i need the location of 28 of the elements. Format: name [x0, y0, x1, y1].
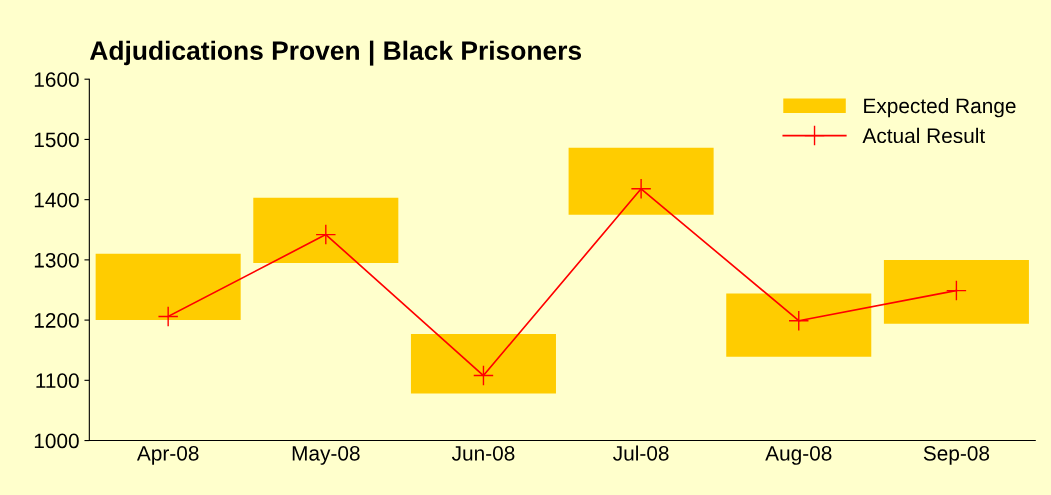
bar	[410, 333, 556, 394]
bar	[726, 293, 872, 357]
point	[945, 280, 967, 302]
bar	[95, 253, 241, 321]
y-tick-label: 1100	[36, 373, 79, 389]
y-tick-label: 1500	[34, 132, 79, 148]
point	[315, 224, 337, 245]
bar	[568, 147, 714, 215]
x-tick-label: Sep-08	[923, 445, 990, 465]
point	[630, 178, 652, 200]
y-tick-label: 1600	[34, 72, 79, 87]
x-tick-label: Apr-08	[136, 445, 199, 465]
x-tick-label: Jul-08	[613, 445, 669, 461]
y-tick-label: 1000	[34, 433, 79, 449]
point	[157, 306, 179, 327]
chart-title: Adjudications Proven | Black Prisoners	[89, 40, 582, 66]
point	[473, 365, 494, 386]
y-tick-label: 1400	[34, 192, 79, 208]
legend-label: Actual Result	[862, 127, 986, 144]
point	[788, 310, 810, 332]
y-tick-label: 1300	[34, 252, 79, 268]
x-tick-label: May-08	[292, 445, 360, 465]
y-tick-label: 1200	[34, 313, 79, 328]
x-tick-label: Jun-08	[451, 445, 515, 461]
x-tick-label: Aug-08	[765, 445, 832, 465]
bar	[253, 197, 399, 263]
legend-label: Expected Range	[864, 97, 1016, 118]
bar	[883, 259, 1029, 324]
